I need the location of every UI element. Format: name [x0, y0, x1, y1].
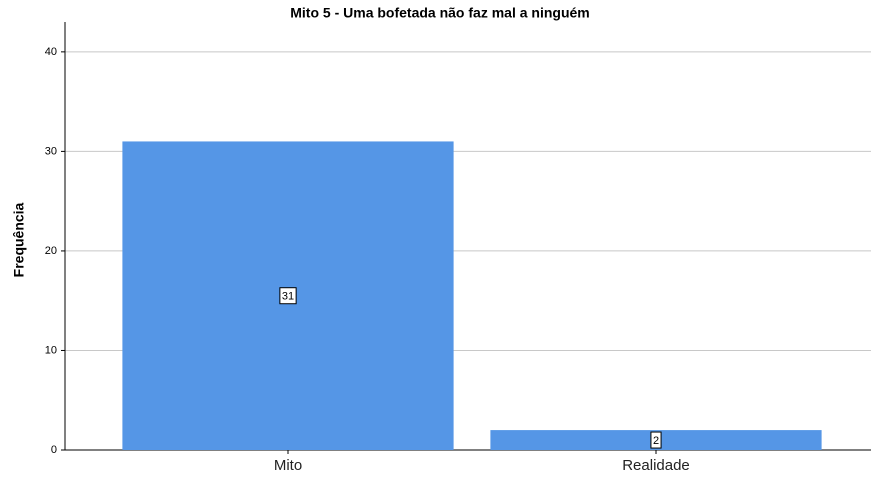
y-tick-label: 30 — [45, 145, 57, 157]
chart-title: Mito 5 - Uma bofetada não faz mal a ning… — [290, 5, 589, 21]
y-tick-label: 20 — [45, 245, 57, 257]
value-label-box — [279, 287, 297, 305]
x-tick-label: Realidade — [622, 457, 690, 474]
value-label-box — [650, 431, 662, 449]
y-tick-label: 0 — [51, 444, 57, 456]
y-tick-label: 10 — [45, 344, 57, 356]
value-label: 31 — [282, 291, 294, 303]
y-tick-label: 40 — [45, 46, 57, 58]
value-label: 2 — [653, 435, 659, 447]
x-tick-label: Mito — [274, 457, 302, 474]
y-axis-label: Frequência — [11, 202, 27, 277]
